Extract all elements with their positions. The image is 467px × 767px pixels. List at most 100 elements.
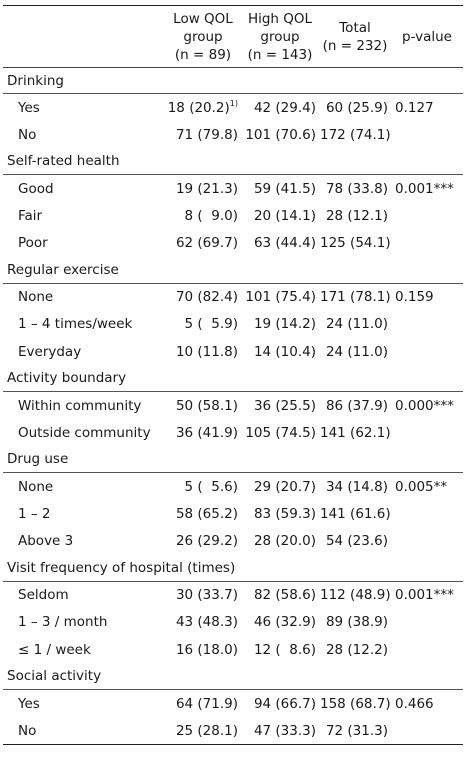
total-value: 24 (11.0) [325, 343, 388, 360]
table-row: Above 3 26 (29.2) 28 (20.0) 54 (23.6) [3, 528, 463, 556]
high-qol-value: 12 ( 8.6) [253, 641, 316, 658]
total-value: 89 (38.9) [325, 614, 388, 631]
total-value: 72 (31.3) [325, 722, 388, 739]
section-header-row: Drug use [3, 447, 463, 473]
section-header-row: Activity boundary [3, 366, 463, 392]
section-header-row: Social activity [3, 664, 463, 690]
row-label: No [18, 126, 37, 143]
row-label: Yes [18, 695, 40, 712]
low-qol-value: 16 (18.0) [175, 641, 238, 658]
qol-characteristics-table: Low QOL group (n = 89) High QOL group (n… [3, 5, 463, 745]
total-value: 141 (62.1) [320, 424, 391, 441]
section-title: Social activity [7, 668, 102, 685]
p-value [391, 338, 463, 366]
table-row: Yes 18 (20.2)1) 42 (29.4) 60 (25.9) 0.127 [3, 94, 463, 122]
low-qol-value: 50 (58.1) [175, 397, 238, 414]
high-qol-value: 101 (70.6) [245, 126, 316, 143]
row-label: Outside community [18, 424, 151, 441]
total-value: 28 (12.2) [325, 641, 388, 658]
high-qol-value: 94 (66.7) [253, 695, 316, 712]
low-qol-value: 8 ( 9.0) [184, 207, 238, 224]
high-qol-value: 63 (44.4) [253, 235, 316, 252]
p-value: 0.005** [395, 478, 448, 495]
table-header: Low QOL group (n = 89) High QOL group (n… [3, 5, 463, 68]
total-value: 172 (74.1) [320, 126, 391, 143]
table-row: Fair 8 ( 9.0) 20 (14.1) 28 (12.1) [3, 202, 463, 230]
total-value: 78 (33.8) [325, 180, 388, 197]
row-label: Seldom [18, 587, 69, 603]
p-value: 0.466 [395, 695, 434, 712]
table-row: Poor 62 (69.7) 63 (44.4) 125 (54.1) [3, 230, 463, 258]
table-row: 1 – 4 times/week 5 ( 5.9) 19 (14.2) 24 (11.… [3, 311, 463, 339]
table-row: Within community 50 (58.1) 36 (25.5) 86 (37… [3, 392, 463, 420]
table-row: Good 19 (21.3) 59 (41.5) 78 (33.8) 0.001*** [3, 175, 463, 203]
header-high-qol-group: High QOL group (n = 143) [241, 6, 319, 68]
low-qol-value-text: 18 (20.2) [167, 99, 230, 116]
row-label: None [18, 478, 54, 495]
total-value: 60 (25.9) [325, 99, 388, 116]
row-label: Yes [18, 99, 40, 116]
row-label: No [18, 722, 37, 739]
table-body: Drinking Yes 18 (20.2)1) 42 (29.4) 60 (25.9)… [3, 68, 463, 745]
p-value: 0.127 [395, 99, 434, 116]
low-qol-value: 19 (21.3) [175, 180, 238, 197]
header-low-line3: (n = 89) [174, 46, 232, 63]
low-qol-value: 10 (11.8) [175, 343, 238, 360]
section-header-row: Regular exercise [3, 257, 463, 283]
low-qol-value: 26 (29.2) [175, 533, 238, 550]
row-label: ≤ 1 / week [18, 641, 91, 658]
section-title: Drinking [7, 72, 64, 89]
total-value: 171 (78.1) [320, 289, 391, 305]
row-label: Everyday [18, 343, 82, 360]
table-row: No 25 (28.1) 47 (33.3) 72 (31.3) [3, 717, 463, 745]
low-qol-value: 43 (48.3) [175, 614, 238, 631]
high-qol-value: 59 (41.5) [253, 180, 316, 197]
table-row: Yes 64 (71.9) 94 (66.7) 158 (68.7) 0.466 [3, 690, 463, 718]
table-row: Outside community 36 (41.9) 105 (74.5) 141 … [3, 419, 463, 447]
p-value: 0.001*** [395, 180, 454, 197]
high-qol-value: 46 (32.9) [253, 614, 316, 631]
low-qol-value: 30 (33.7) [175, 587, 238, 603]
table-row: No 71 (79.8) 101 (70.6) 172 (74.1) [3, 121, 463, 149]
row-label: 1 – 4 times/week [18, 316, 133, 333]
p-value [391, 419, 463, 447]
p-value [391, 528, 463, 556]
p-value [391, 311, 463, 339]
low-qol-value: 62 (69.7) [175, 235, 238, 252]
header-total-line1: Total [339, 19, 371, 36]
table-row: 1 – 3 / month 43 (48.3) 46 (32.9) 89 (38.9) [3, 609, 463, 637]
header-total: Total (n = 232) [319, 6, 391, 68]
row-label: Above 3 [18, 533, 74, 550]
section-title: Self-rated health [7, 153, 120, 170]
table-row: Everyday 10 (11.8) 14 (10.4) 24 (11.0) [3, 338, 463, 366]
header-high-line3: (n = 143) [247, 46, 313, 63]
total-value: 125 (54.1) [320, 235, 391, 252]
total-value: 34 (14.8) [325, 478, 388, 495]
row-label: 1 – 3 / month [18, 614, 108, 631]
total-value: 158 (68.7) [320, 695, 391, 712]
table-row: ≤ 1 / week 16 (18.0) 12 ( 8.6) 28 (12.2) [3, 636, 463, 664]
p-value [391, 202, 463, 230]
row-label: Fair [18, 207, 43, 224]
header-high-line2: group [260, 28, 300, 45]
section-title: Activity boundary [7, 370, 127, 387]
high-qol-value: 101 (75.4) [245, 289, 316, 305]
header-low-line1: Low QOL [173, 10, 233, 27]
header-low-qol-group: Low QOL group (n = 89) [165, 6, 241, 68]
low-qol-value: 18 (20.2)1) [165, 94, 241, 122]
p-value [391, 636, 463, 664]
high-qol-value: 28 (20.0) [253, 533, 316, 550]
section-title: Visit frequency of hospital (times) [7, 559, 236, 576]
high-qol-value: 36 (25.5) [253, 397, 316, 414]
footnote-marker: 1) [229, 98, 238, 108]
total-value: 112 (48.9) [320, 587, 391, 603]
header-total-line2: (n = 232) [322, 37, 388, 54]
high-qol-value: 29 (20.7) [253, 478, 316, 495]
high-qol-value: 82 (58.6) [253, 587, 316, 603]
low-qol-value: 58 (65.2) [175, 505, 238, 522]
high-qol-value: 20 (14.1) [253, 207, 316, 224]
high-qol-value: 83 (59.3) [253, 505, 316, 522]
section-header-row: Visit frequency of hospital (times) [3, 555, 463, 581]
low-qol-value: 36 (41.9) [175, 424, 238, 441]
